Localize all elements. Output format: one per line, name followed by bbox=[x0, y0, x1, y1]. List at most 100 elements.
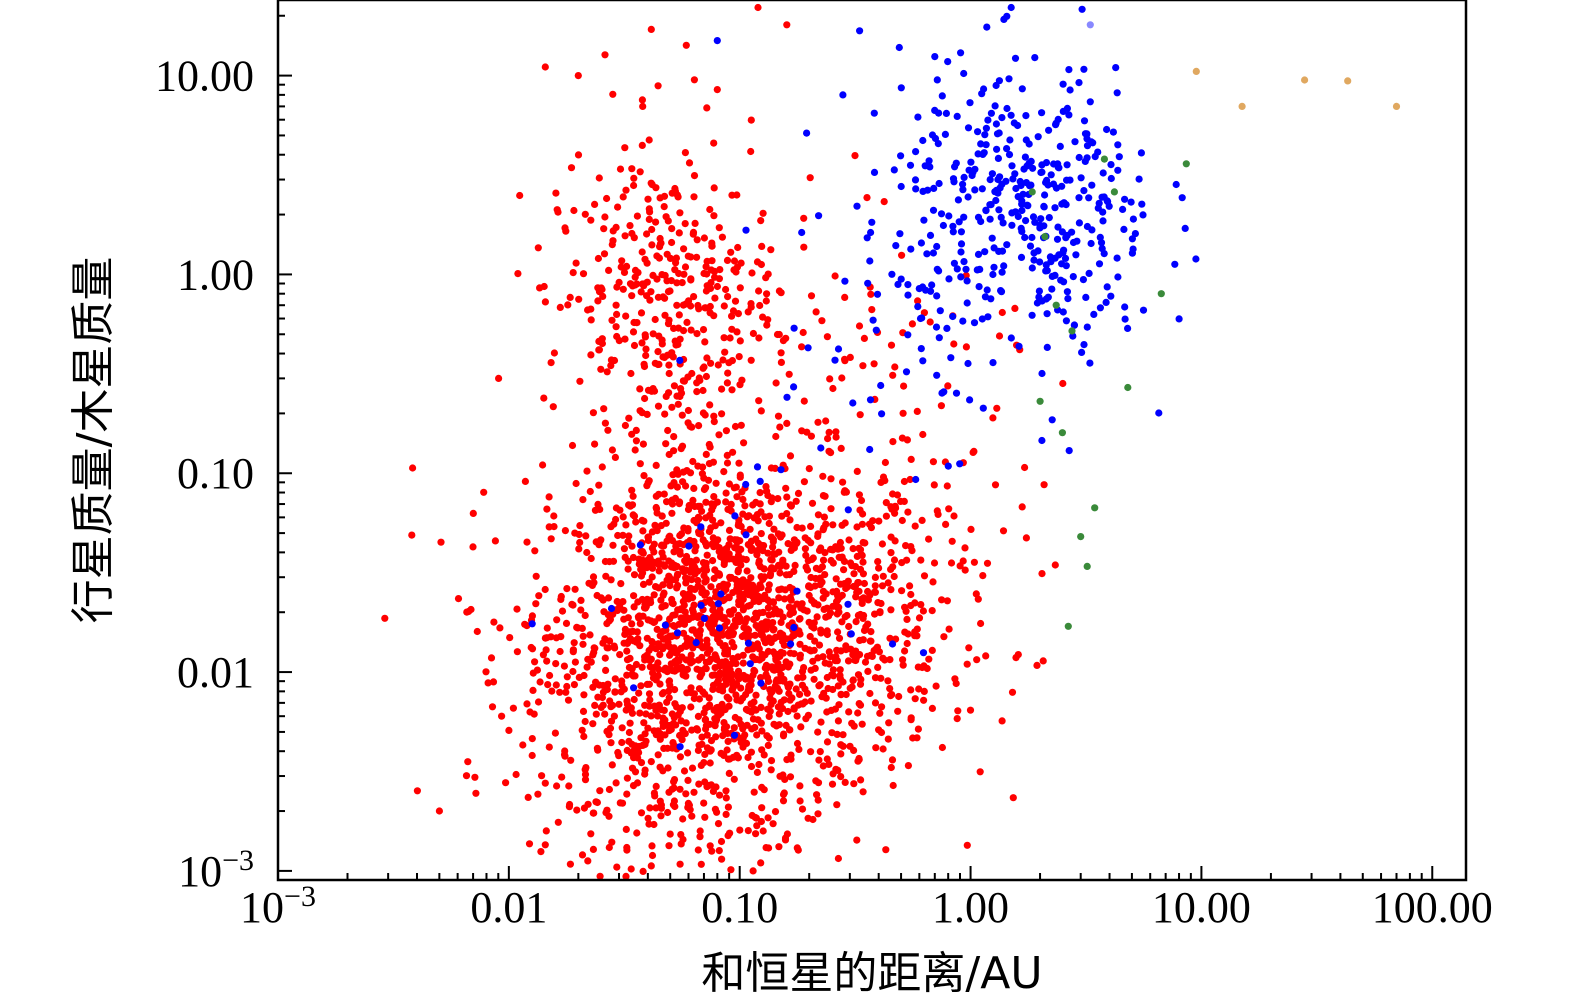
data-point bbox=[1113, 89, 1121, 97]
data-point bbox=[920, 572, 929, 580]
data-point bbox=[734, 556, 742, 564]
data-point bbox=[929, 206, 938, 214]
data-point bbox=[604, 594, 613, 602]
data-point bbox=[891, 509, 899, 517]
data-point bbox=[800, 243, 808, 251]
data-point bbox=[618, 257, 626, 265]
data-point bbox=[783, 393, 791, 401]
data-point bbox=[782, 658, 790, 666]
data-point bbox=[558, 773, 566, 781]
data-point bbox=[813, 613, 821, 621]
data-point bbox=[873, 290, 882, 298]
data-points bbox=[381, 3, 1401, 880]
data-point bbox=[1045, 126, 1053, 134]
data-point bbox=[610, 642, 618, 650]
data-point bbox=[724, 737, 732, 746]
data-point bbox=[1073, 237, 1081, 245]
data-point bbox=[886, 656, 894, 664]
data-point bbox=[736, 473, 744, 481]
data-point bbox=[644, 195, 652, 203]
data-point bbox=[572, 479, 580, 488]
data-point bbox=[767, 700, 775, 709]
data-point bbox=[786, 452, 795, 460]
data-point bbox=[898, 434, 907, 442]
data-point bbox=[837, 773, 845, 781]
data-point bbox=[977, 140, 985, 148]
data-point bbox=[888, 756, 897, 764]
data-point bbox=[945, 625, 953, 633]
data-point bbox=[1065, 66, 1073, 74]
data-point bbox=[1086, 98, 1094, 106]
data-point bbox=[907, 716, 915, 724]
data-point bbox=[381, 614, 389, 622]
data-point bbox=[1072, 251, 1080, 259]
data-point bbox=[807, 697, 815, 705]
data-point bbox=[1129, 245, 1137, 253]
data-point bbox=[943, 324, 951, 332]
data-point bbox=[1075, 79, 1083, 87]
data-point bbox=[723, 451, 731, 459]
data-point bbox=[804, 344, 812, 352]
data-point bbox=[699, 364, 707, 372]
data-point bbox=[706, 842, 714, 850]
data-point bbox=[607, 604, 616, 613]
data-point bbox=[582, 764, 590, 772]
data-point bbox=[783, 756, 791, 764]
data-point bbox=[824, 684, 832, 693]
data-point bbox=[807, 432, 816, 440]
data-point bbox=[705, 527, 714, 536]
data-point bbox=[748, 269, 756, 277]
data-point bbox=[855, 754, 863, 763]
data-point bbox=[829, 672, 838, 680]
data-point bbox=[647, 862, 655, 870]
data-point bbox=[691, 585, 699, 594]
data-point bbox=[776, 608, 784, 616]
data-point bbox=[960, 173, 968, 181]
data-point bbox=[723, 379, 732, 387]
data-point bbox=[1042, 261, 1050, 269]
data-point bbox=[619, 285, 627, 293]
data-point bbox=[1021, 153, 1029, 161]
data-point bbox=[786, 696, 794, 704]
data-point bbox=[1096, 304, 1104, 312]
data-point bbox=[672, 259, 680, 267]
data-point bbox=[829, 559, 837, 567]
data-point bbox=[876, 609, 884, 617]
data-point bbox=[691, 219, 699, 227]
data-point bbox=[871, 674, 880, 682]
data-point bbox=[726, 334, 734, 342]
data-point bbox=[676, 860, 684, 868]
data-point bbox=[684, 406, 693, 415]
data-point bbox=[798, 524, 806, 532]
data-point bbox=[809, 815, 817, 824]
data-point bbox=[805, 465, 813, 473]
data-point bbox=[627, 865, 635, 873]
data-point bbox=[904, 508, 912, 516]
data-point bbox=[1135, 175, 1143, 183]
data-point bbox=[524, 793, 532, 802]
data-point bbox=[793, 600, 801, 608]
data-point bbox=[701, 750, 709, 759]
data-point bbox=[986, 215, 994, 223]
data-point bbox=[625, 532, 633, 540]
data-point bbox=[887, 503, 895, 511]
data-point bbox=[840, 566, 848, 574]
data-point bbox=[743, 587, 751, 595]
data-point bbox=[776, 675, 784, 683]
data-point bbox=[632, 437, 641, 445]
data-point bbox=[949, 175, 958, 183]
data-point bbox=[685, 801, 694, 809]
data-point bbox=[699, 536, 707, 544]
data-point bbox=[798, 805, 807, 813]
data-point bbox=[747, 147, 755, 156]
data-point bbox=[678, 411, 686, 419]
data-point bbox=[521, 477, 530, 485]
data-point bbox=[889, 371, 897, 379]
data-point bbox=[679, 835, 687, 844]
data-point bbox=[1033, 661, 1041, 670]
data-point bbox=[825, 760, 833, 769]
data-point bbox=[553, 782, 561, 790]
data-point bbox=[831, 272, 839, 280]
data-point bbox=[671, 700, 679, 708]
data-point bbox=[1113, 254, 1121, 262]
